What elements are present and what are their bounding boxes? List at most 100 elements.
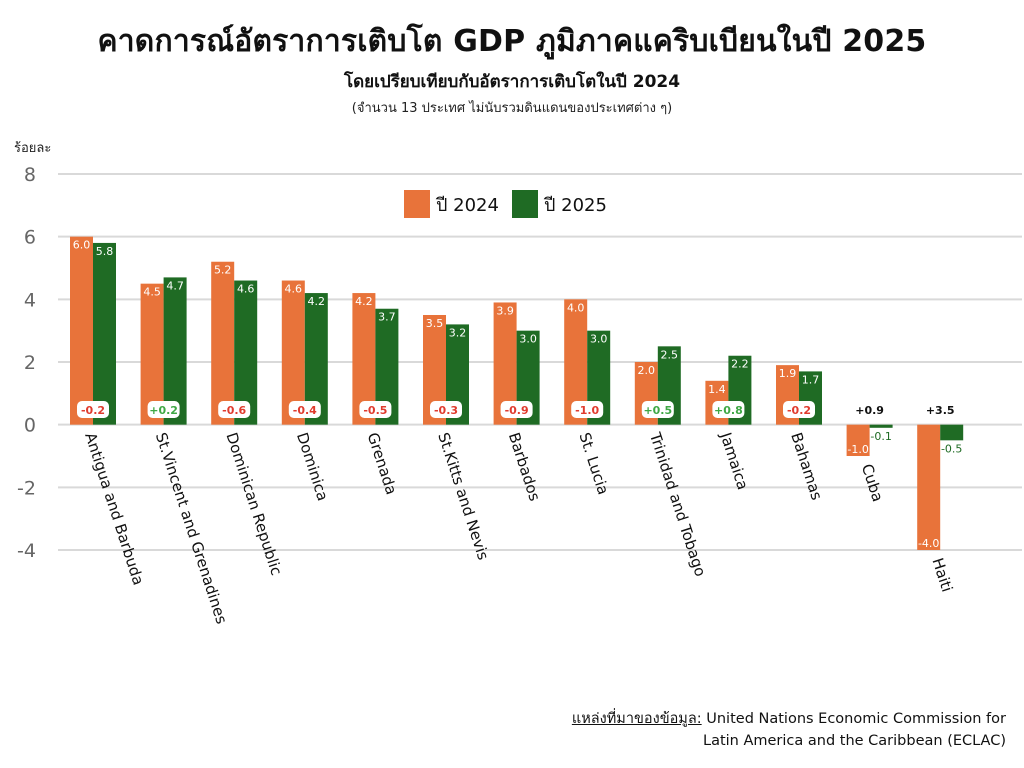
change-label: -0.9 [505,404,529,417]
change-badge [288,401,321,418]
change-label: -0.4 [293,404,317,417]
change-badge [359,401,392,418]
x-axis-label: Jamaica [716,429,752,492]
x-axis-labels: Antigua and Barbuda St.Vincent and Grenad… [81,429,956,626]
x-axis-label: Dominica [293,430,332,503]
change-badge [218,401,251,418]
bar-value-label-2025: 4.6 [237,283,255,296]
change-label: -0.5 [363,404,387,417]
bar-value-label-2025: 3.0 [519,333,537,346]
x-axis-label: Bahamas [787,430,826,502]
change-badge [77,401,109,418]
bar-value-label-2025: 2.2 [731,358,749,371]
bar-value-label-2025: 3.7 [378,311,396,324]
data-labels: 6.0 5.8 -0.2 4.5 4.7 +0.2 5.2 4.6 -0.6 4.6 4.2 -0.4… [73,239,963,550]
bar-2024 [211,261,235,425]
bar-2024 [352,293,376,425]
change-label: +0.9 [855,404,884,417]
bar-2025 [93,242,116,425]
y-tick-label: 2 [24,352,36,374]
bar-value-label-2024: 4.2 [355,295,373,308]
change-label: +3.5 [926,404,955,417]
change-label: -0.2 [81,404,105,417]
bar-value-label-2025: -0.5 [941,442,962,455]
bar-value-label-2024: 6.0 [73,239,91,252]
y-tick-label: -2 [17,477,36,499]
change-label: +0.5 [643,404,672,417]
x-axis-label: Cuba [858,462,887,504]
legend: ปี 2024 ปี 2025 [404,190,607,218]
bar-2024 [281,280,305,425]
legend-2024-swatch [404,190,430,218]
change-label: +0.8 [714,404,743,417]
y-axis-label: ร้อยละ [14,141,51,156]
bar-2024 [140,283,164,425]
x-axis-label: St.Vincent and Grenadines [152,430,231,626]
chart-title: คาดการณ์อัตราการเติบโต GDP ภูมิภาคแคริบเ… [97,24,927,59]
change-label: +0.2 [149,404,178,417]
bar-2024 [846,424,870,456]
bar-2025 [234,280,258,425]
bar-value-label-2025: 4.7 [166,279,184,292]
bar-value-label-2024: 4.6 [285,283,303,296]
change-badge [783,401,815,418]
bar-2025 [446,324,469,425]
bars [70,236,964,550]
change-label: -1.0 [575,404,599,417]
change-label: -0.6 [222,404,246,417]
source-label: แหล่งที่มาของข้อมูล: [571,711,702,727]
change-badge [571,401,604,418]
bar-value-label-2024: 4.0 [567,301,585,314]
bar-value-label-2024: 1.4 [708,383,726,396]
bar-value-label-2025: 3.2 [449,326,467,339]
bar-value-label-2025: 3.0 [590,333,608,346]
y-tick-label: 6 [24,227,36,249]
change-badge [430,401,462,418]
source-text-line1: United Nations Economic Commission for [706,711,1006,727]
bar-value-label-2024: 4.5 [143,286,161,299]
change-badge [712,401,745,418]
bar-value-label-2024: 2.0 [638,364,656,377]
change-badge [641,401,674,418]
bar-value-label-2024: -1.0 [847,443,868,456]
x-axis-label: Haiti [928,556,956,595]
y-tick-label: -4 [17,540,36,562]
legend-2025-swatch [512,190,538,218]
chart-note: (จำนวน 13 ประเทศ ไม่นับรวมดินแดนของประเท… [351,101,673,116]
bar-2024 [493,302,517,425]
bar-value-label-2025: 1.7 [802,373,820,386]
change-label: -0.3 [434,404,458,417]
bar-2025 [940,424,964,441]
bar-2024 [423,315,446,425]
change-badge [147,401,180,418]
bar-value-label-2024: 1.9 [779,367,797,380]
x-axis-label: Dominican Republic [222,430,285,577]
legend-2024-label: ปี 2024 [436,195,499,216]
bar-value-label-2024: 3.9 [496,304,514,317]
bar-value-label-2024: 5.2 [214,264,232,277]
y-tick-label: 0 [24,415,36,437]
source-note: แหล่งที่มาของข้อมูล: United Nations Econ… [486,708,1006,752]
bar-2024 [564,299,588,425]
bar-2025 [304,293,328,425]
bar-value-label-2025: 5.8 [96,245,114,258]
change-label: -0.2 [787,404,811,417]
bar-2025 [375,308,399,425]
bar-2024 [917,424,941,550]
y-tick-label: 4 [24,289,36,311]
change-badge [500,401,533,418]
bar-value-label-2024: 3.5 [426,317,444,330]
chart-subtitle: โดยเปรียบเทียบกับอัตราการเติบโตในปี 2024 [343,72,681,92]
y-tick-label: 8 [24,164,36,186]
legend-2025-label: ปี 2025 [544,195,607,216]
bar-value-label-2025: -0.1 [870,430,891,443]
x-axis-label: Barbados [505,430,544,503]
bar-2025 [869,424,893,428]
bar-value-label-2025: 2.5 [661,348,679,361]
source-text-line2: Latin America and the Caribbean (ECLAC) [702,733,1006,749]
bar-2025 [163,277,187,425]
x-axis-label: Trinidad and Tobago [646,429,710,578]
bar-2024 [70,236,93,425]
bar-value-label-2024: -4.0 [918,537,939,550]
